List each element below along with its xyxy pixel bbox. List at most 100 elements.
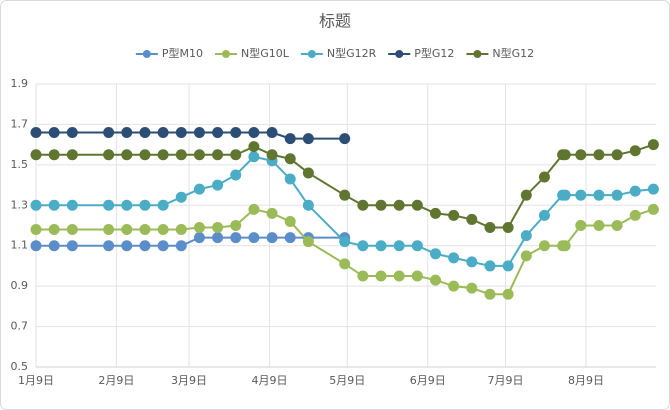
data-point <box>157 149 169 161</box>
data-point <box>375 240 387 252</box>
legend-marker <box>307 50 316 58</box>
data-point <box>575 220 587 231</box>
data-point <box>429 274 441 286</box>
data-point <box>647 203 659 215</box>
data-point <box>193 222 205 234</box>
data-point <box>139 224 151 236</box>
data-point <box>121 149 133 161</box>
x-tick-label: 5月9日 <box>329 374 365 387</box>
series-line <box>36 236 345 247</box>
data-point <box>575 149 587 161</box>
y-tick-label: 1.9 <box>11 77 29 90</box>
series-line <box>36 131 345 140</box>
data-point <box>302 133 314 145</box>
data-point <box>302 236 314 248</box>
data-point <box>593 189 605 201</box>
data-point <box>230 149 242 161</box>
data-point <box>103 149 115 161</box>
legend-item: N型G12R <box>300 46 377 60</box>
data-point <box>302 167 314 179</box>
data-point <box>266 232 278 244</box>
data-point <box>66 127 78 139</box>
data-point <box>121 127 133 139</box>
data-point <box>48 224 60 236</box>
data-point <box>30 149 42 161</box>
data-point <box>559 189 571 201</box>
data-point <box>175 240 187 252</box>
data-point <box>175 127 187 139</box>
data-point <box>484 260 496 272</box>
data-point <box>266 149 278 161</box>
data-point <box>484 288 496 300</box>
y-tick-label: 0.7 <box>11 320 29 333</box>
data-point <box>502 222 514 234</box>
y-tick-label: 1.1 <box>11 239 29 252</box>
data-point <box>520 230 532 242</box>
data-point <box>357 240 369 252</box>
data-point <box>248 151 260 163</box>
data-point <box>175 149 187 161</box>
data-point <box>103 199 115 211</box>
data-point <box>66 240 78 252</box>
data-point <box>466 282 478 294</box>
data-point <box>538 240 550 252</box>
x-tick-label: 1月9日 <box>18 374 54 387</box>
data-point <box>284 133 296 145</box>
x-tick-label: 4月9日 <box>251 374 287 387</box>
y-tick-label: 1.7 <box>11 117 29 130</box>
data-point <box>139 240 151 252</box>
data-point <box>284 153 296 165</box>
x-tick-label: 8月9日 <box>568 374 604 387</box>
data-point <box>466 256 478 268</box>
data-point <box>484 222 496 234</box>
data-point <box>248 127 260 139</box>
data-point <box>230 127 242 139</box>
data-point <box>212 222 224 234</box>
data-point <box>139 149 151 161</box>
data-point <box>230 232 242 244</box>
y-tick-label: 0.5 <box>11 360 29 373</box>
data-point <box>30 199 42 211</box>
data-point <box>502 288 514 300</box>
data-point <box>466 213 478 225</box>
legend-label: N型G10L <box>241 46 290 60</box>
data-point <box>212 127 224 139</box>
data-point <box>629 209 641 221</box>
data-point <box>339 236 351 248</box>
data-point <box>212 179 224 191</box>
data-point <box>284 232 296 244</box>
data-point <box>429 207 441 219</box>
data-point <box>212 149 224 161</box>
data-point <box>429 248 441 260</box>
data-point <box>193 149 205 161</box>
data-point <box>593 149 605 161</box>
data-point <box>48 149 60 161</box>
data-point <box>375 199 387 211</box>
y-tick-label: 0.9 <box>11 279 29 292</box>
data-point <box>339 258 351 270</box>
data-point <box>284 215 296 227</box>
data-point <box>448 252 460 264</box>
data-point <box>157 224 169 236</box>
x-tick-label: 6月9日 <box>410 374 446 387</box>
legend-label: N型G12 <box>492 46 534 60</box>
data-point <box>121 199 133 211</box>
data-point <box>30 127 42 139</box>
data-point <box>647 183 659 195</box>
data-point <box>66 199 78 211</box>
data-point <box>284 173 296 185</box>
data-point <box>593 220 605 231</box>
data-point <box>629 185 641 197</box>
data-point <box>66 149 78 161</box>
data-point <box>157 199 169 211</box>
data-point <box>520 189 532 201</box>
data-point <box>559 240 571 252</box>
data-point <box>357 199 369 211</box>
data-point <box>66 224 78 236</box>
data-point <box>103 224 115 236</box>
data-point <box>193 127 205 139</box>
data-point <box>339 189 351 201</box>
data-point <box>48 199 60 211</box>
data-point <box>48 240 60 252</box>
